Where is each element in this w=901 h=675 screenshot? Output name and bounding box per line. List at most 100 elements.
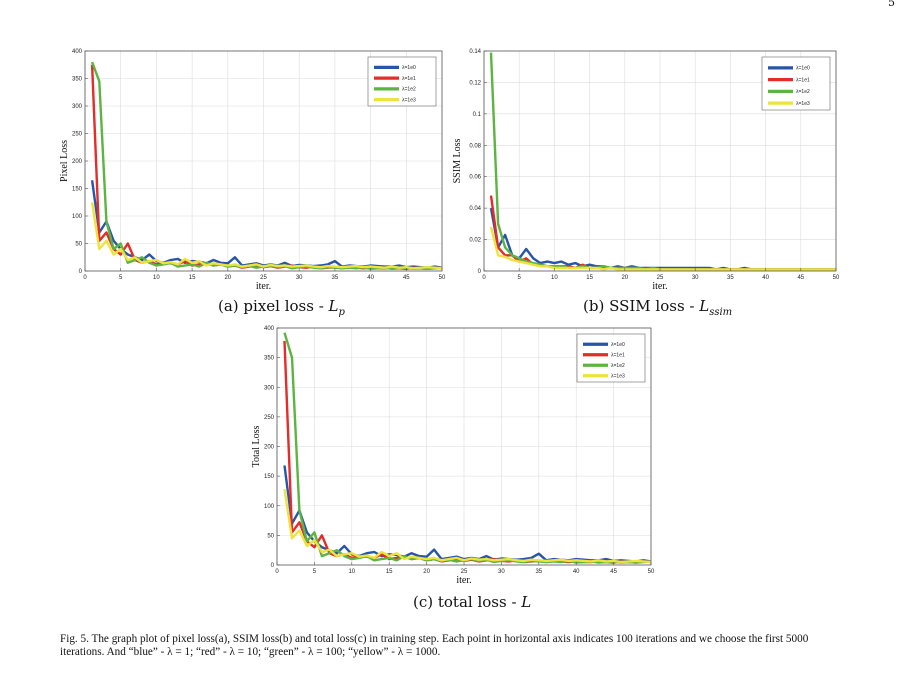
ssim-plot-area: 0 5 10 15 20 25 30 35 40 45 50 0 0.02 0.04 0.06 0.08 0.1… xyxy=(452,49,840,292)
x-tick-label: 50 xyxy=(833,275,840,281)
subcaption-a-sub: p xyxy=(338,307,345,318)
legend-label: λ=1e0 xyxy=(796,66,810,72)
pixel-loss-svg: 0 5 10 15 20 25 30 35 40 45 50 0 50 100 150 200 250 300 35… xyxy=(59,49,446,292)
y-tick-label: 50 xyxy=(267,533,274,539)
subcaption-b: (b) SSIM loss - Lssim xyxy=(583,297,732,318)
legend-label: λ=1e3 xyxy=(796,101,810,107)
x-tick-label: 10 xyxy=(551,275,558,281)
x-tick-label: 45 xyxy=(610,569,617,575)
x-tick-label: 45 xyxy=(797,275,804,281)
x-tick-label: 15 xyxy=(189,275,196,281)
y-tick-label: 400 xyxy=(264,326,275,332)
y-tick-label: 0.02 xyxy=(469,238,481,244)
y-tick-label: 400 xyxy=(72,49,83,55)
pixel-x-axis-label: iter. xyxy=(256,281,271,292)
legend-label: λ=1e3 xyxy=(611,374,625,380)
legend-box xyxy=(367,56,437,107)
x-tick-label: 45 xyxy=(403,275,410,281)
x-tick-label: 5 xyxy=(518,275,522,281)
subcaption-b-sub: ssim xyxy=(709,307,733,318)
legend-label: λ=1e3 xyxy=(402,97,416,103)
x-tick-label: 25 xyxy=(260,275,267,281)
legend-label: λ=1e2 xyxy=(796,89,810,95)
x-tick-label: 15 xyxy=(586,275,593,281)
legend-label: λ=1e1 xyxy=(796,77,810,83)
legend-label: λ=1e0 xyxy=(402,65,416,71)
x-tick-label: 35 xyxy=(727,275,734,281)
y-tick-label: 350 xyxy=(264,356,275,362)
ssim-series-line-0 xyxy=(489,207,836,271)
subcaption-a: (a) pixel loss - Lp xyxy=(218,297,345,318)
ssim-x-axis-label: iter. xyxy=(652,281,667,292)
pixel-legend: λ=1e0 λ=1e1 λ=1e2 λ=1e3 xyxy=(367,56,437,107)
x-tick-label: 0 xyxy=(275,569,279,575)
x-tick-label: 10 xyxy=(153,275,160,281)
pixel-y-axis-label: Pixel Loss xyxy=(59,140,70,182)
x-tick-label: 5 xyxy=(313,569,317,575)
x-tick-label: 0 xyxy=(482,275,486,281)
ssim-loss-svg: 0 5 10 15 20 25 30 35 40 45 50 0 0.02 0.04 0.06 0.08 0.1… xyxy=(452,49,840,292)
total-legend: λ=1e0 λ=1e1 λ=1e2 λ=1e3 xyxy=(576,333,646,383)
x-tick-label: 40 xyxy=(367,275,374,281)
y-tick-label: 0.08 xyxy=(469,143,481,149)
pixel-series-line-0 xyxy=(90,180,443,269)
x-tick-label: 40 xyxy=(762,275,769,281)
y-tick-label: 150 xyxy=(72,187,83,193)
x-tick-label: 25 xyxy=(461,569,468,575)
x-tick-label: 35 xyxy=(535,569,542,575)
pixel-series-line-3 xyxy=(90,202,443,270)
y-tick-label: 300 xyxy=(72,104,83,110)
legend-label: λ=1e1 xyxy=(611,353,625,359)
y-tick-label: 200 xyxy=(264,445,275,451)
subcaption-b-text: (b) SSIM loss - xyxy=(583,297,700,315)
y-tick-label: 350 xyxy=(72,77,83,83)
legend-box xyxy=(761,56,831,111)
x-tick-label: 20 xyxy=(423,569,430,575)
page-number: 5 xyxy=(888,0,895,9)
x-tick-label: 50 xyxy=(439,275,446,281)
subcaption-a-math: L xyxy=(328,297,339,315)
total-loss-svg: 0 5 10 15 20 25 30 35 40 45 50 0 50 100 150 200 250 300 35… xyxy=(251,326,655,586)
y-tick-label: 150 xyxy=(264,474,275,480)
ssim-loss-chart: 0 5 10 15 20 25 30 35 40 45 50 0 0.02 0.04 0.06 0.08 0.1… xyxy=(450,45,850,295)
y-tick-label: 200 xyxy=(72,159,83,165)
y-tick-label: 0 xyxy=(271,563,275,569)
subcaption-a-text: (a) pixel loss - xyxy=(218,297,329,315)
pixel-plot-area: 0 5 10 15 20 25 30 35 40 45 50 0 50 100 150 200 250 300 35… xyxy=(59,49,446,292)
y-tick-label: 0.04 xyxy=(469,206,481,212)
total-y-axis-label: Total Loss xyxy=(251,425,262,467)
x-tick-label: 15 xyxy=(386,569,393,575)
y-tick-label: 0 xyxy=(79,269,83,275)
y-tick-label: 250 xyxy=(72,132,83,138)
legend-label: λ=1e1 xyxy=(402,76,416,82)
x-tick-label: 50 xyxy=(648,569,655,575)
legend-box xyxy=(576,333,646,383)
x-tick-label: 40 xyxy=(573,569,580,575)
y-tick-label: 300 xyxy=(264,385,275,391)
total-plot-area: 0 5 10 15 20 25 30 35 40 45 50 0 50 100 150 200 250 300 35… xyxy=(251,326,655,586)
x-tick-label: 20 xyxy=(224,275,231,281)
y-tick-label: 0 xyxy=(478,269,482,275)
y-tick-label: 100 xyxy=(264,504,275,510)
x-tick-label: 10 xyxy=(348,569,355,575)
x-tick-label: 0 xyxy=(83,275,87,281)
subcaption-c: (c) total loss - L xyxy=(413,593,531,611)
figure-caption: Fig. 5. The graph plot of pixel loss(a),… xyxy=(60,633,809,658)
subcaption-c-text: (c) total loss - xyxy=(413,593,522,611)
ssim-series-line-3 xyxy=(489,226,836,271)
y-tick-label: 0.14 xyxy=(469,49,481,55)
subcaption-b-math: L xyxy=(699,297,710,315)
total-x-axis-label: iter. xyxy=(456,575,471,586)
ssim-y-axis-label: SSIM Loss xyxy=(452,139,463,184)
x-tick-label: 20 xyxy=(621,275,628,281)
x-tick-label: 30 xyxy=(498,569,505,575)
x-tick-label: 25 xyxy=(657,275,664,281)
y-tick-label: 0.06 xyxy=(469,175,481,181)
x-tick-label: 30 xyxy=(692,275,699,281)
total-series-line-3 xyxy=(283,489,652,564)
y-tick-label: 0.1 xyxy=(473,112,482,118)
subcaption-c-math: L xyxy=(521,593,532,611)
total-series-line-0 xyxy=(283,465,652,563)
total-loss-chart: 0 5 10 15 20 25 30 35 40 45 50 0 50 100 150 200 250 300 35… xyxy=(245,322,665,592)
ssim-legend: λ=1e0 λ=1e1 λ=1e2 λ=1e3 xyxy=(761,56,831,111)
